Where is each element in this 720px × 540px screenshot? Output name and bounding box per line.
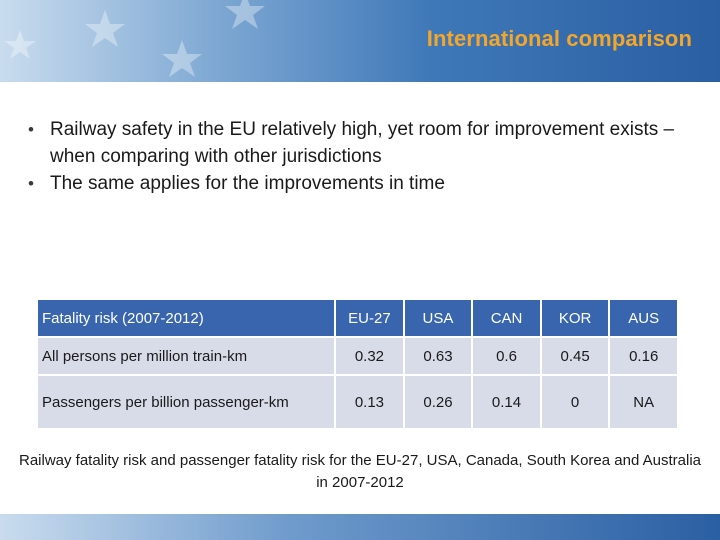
table-cell: 0.45 — [539, 336, 609, 374]
table-cell: 0.13 — [334, 374, 403, 428]
table-row: Passengers per billion passenger-km 0.13… — [38, 374, 677, 428]
bullet-icon: • — [28, 174, 34, 193]
column-header: AUS — [608, 300, 677, 336]
column-header: EU-27 — [334, 300, 403, 336]
bullet-list: • Railway safety in the EU relatively hi… — [28, 116, 688, 197]
bullet-icon: • — [28, 120, 34, 139]
table-cell: 0.14 — [471, 374, 540, 428]
table-cell: 0.26 — [402, 374, 472, 428]
bullet-text: Railway safety in the EU relatively high… — [50, 119, 675, 167]
footer-band — [0, 514, 720, 540]
header-banner: International comparison — [0, 0, 720, 82]
row-label: All persons per million train-km — [38, 336, 335, 374]
column-header: KOR — [539, 300, 609, 336]
table-header-row: Fatality risk (2007-2012) EU-27 USA CAN … — [38, 300, 677, 336]
table-cell: 0 — [539, 374, 609, 428]
row-label: Passengers per billion passenger-km — [38, 374, 335, 428]
table-cell: 0.63 — [402, 336, 472, 374]
column-header: Fatality risk (2007-2012) — [38, 300, 335, 336]
bullet-item: • The same applies for the improvements … — [28, 170, 688, 197]
fatality-risk-table: Fatality risk (2007-2012) EU-27 USA CAN … — [38, 300, 677, 428]
slide-title: International comparison — [426, 26, 692, 51]
column-header: USA — [402, 300, 472, 336]
table-row: All persons per million train-km 0.32 0.… — [38, 336, 677, 374]
table-caption: Railway fatality risk and passenger fata… — [18, 452, 701, 491]
bullet-text: The same applies for the improvements in… — [50, 173, 445, 194]
bullet-item: • Railway safety in the EU relatively hi… — [28, 116, 688, 170]
column-header: CAN — [471, 300, 540, 336]
table-cell: 0.6 — [471, 336, 540, 374]
table-cell: NA — [608, 374, 677, 428]
eu-stars-decoration — [4, 0, 265, 77]
table-cell: 0.16 — [608, 336, 677, 374]
table-cell: 0.32 — [334, 336, 403, 374]
